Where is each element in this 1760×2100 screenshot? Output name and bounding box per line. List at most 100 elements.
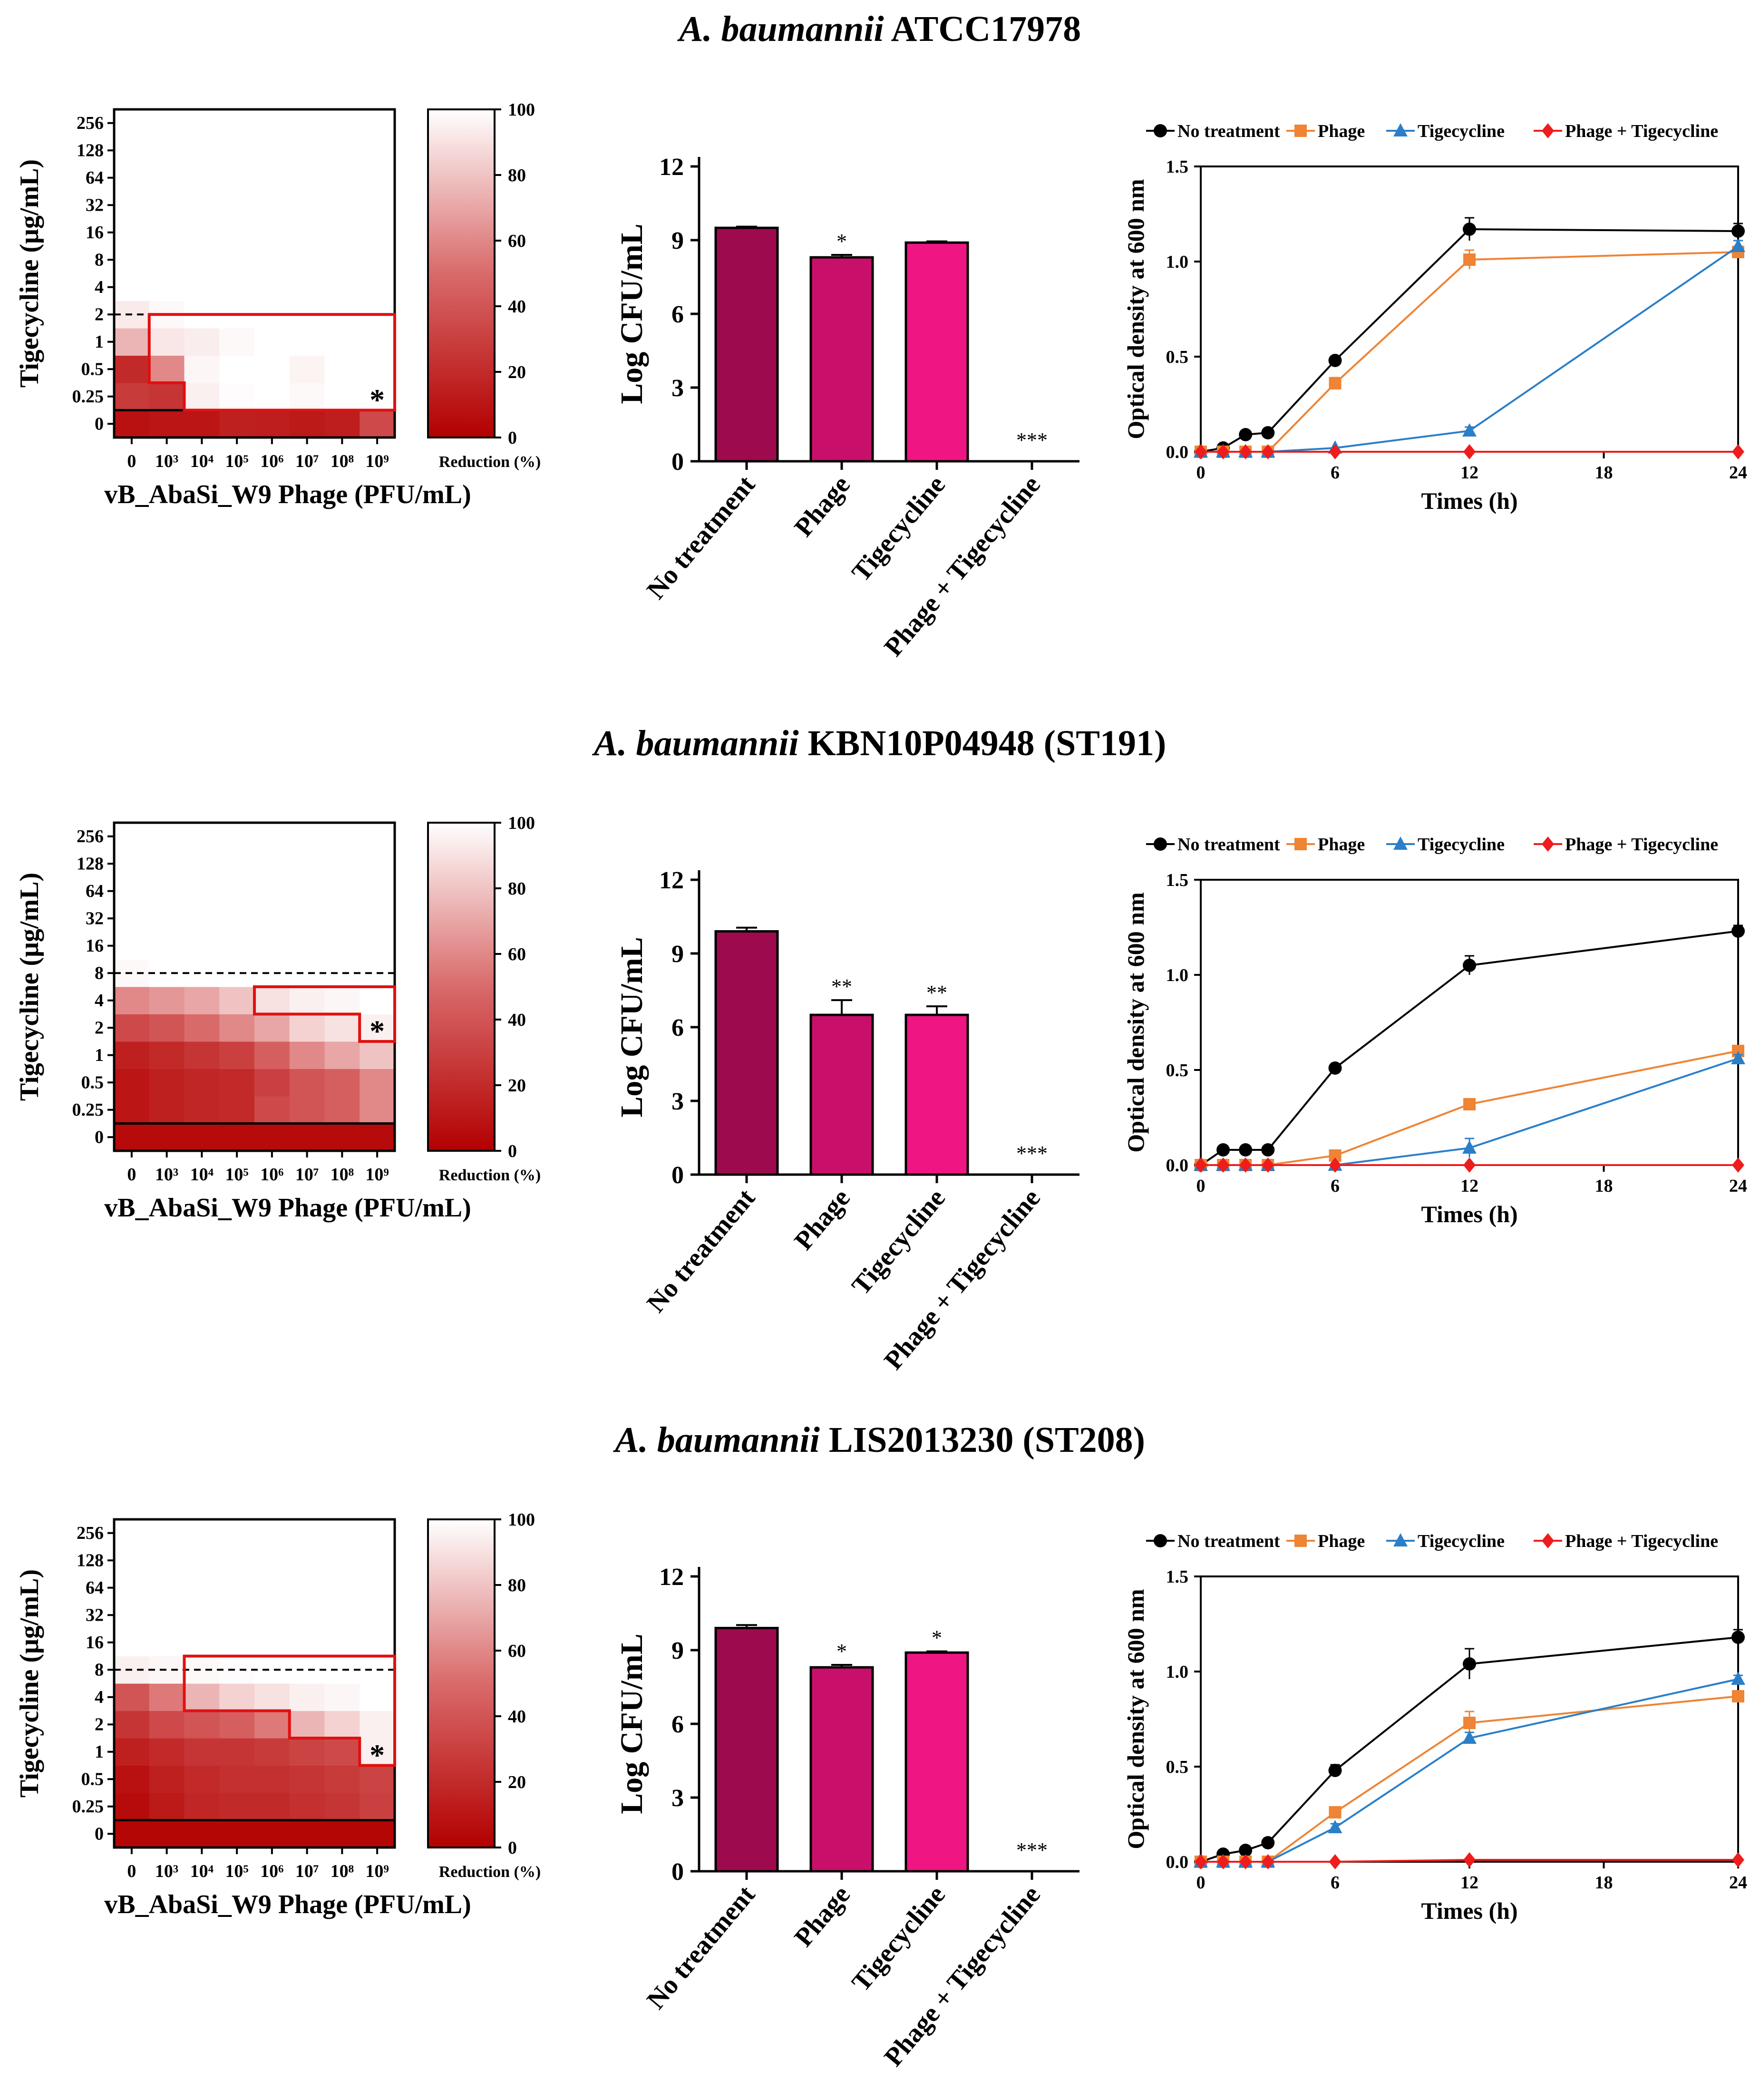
marker-phage-tigecycline [1542, 123, 1554, 138]
heatmap-cell [324, 932, 360, 960]
marker-phage-tigecycline [1262, 444, 1274, 459]
line-xtick-label: 12 [1460, 1873, 1478, 1893]
heatmap-cell [114, 1574, 150, 1602]
bar-ytick-label: 3 [671, 1785, 684, 1812]
heatmap-cell [360, 383, 395, 410]
heatmap-star: * [370, 1738, 385, 1772]
row-title-3: A. baumannii LIS2013230 (ST208) [0, 1419, 1760, 1461]
marker-phage-tigecycline [1239, 444, 1252, 459]
heatmap-cell [219, 1793, 255, 1820]
bar-significance: ** [831, 975, 852, 998]
marker-phage [1294, 1535, 1307, 1547]
heatmap-xtick-label: 10³ [155, 1165, 178, 1185]
heatmap-cell [254, 850, 290, 878]
legend-label: No treatment [1177, 835, 1280, 855]
heatmap-cell [184, 1014, 220, 1042]
heatmap-cell [219, 383, 255, 410]
bar-category-label: No treatment [641, 1183, 761, 1318]
heatmap-cell [149, 1069, 185, 1097]
bar-significance: * [932, 1626, 942, 1650]
heatmap-xtick-label: 10⁴ [190, 451, 214, 471]
bar-phage [809, 1013, 874, 1176]
heatmap-cell [114, 1123, 150, 1151]
heatmap-cell [254, 1041, 290, 1069]
marker-tigecycline [1731, 1051, 1745, 1064]
heatmap-cell [149, 1123, 185, 1151]
heatmap-xtick-label: 10⁹ [365, 451, 389, 471]
heatmap-cell [254, 1014, 290, 1042]
heatmap-cell [219, 1683, 255, 1711]
heatmap-cell [324, 355, 360, 383]
heatmap-cell [289, 1765, 325, 1793]
heatmap-cell [149, 1656, 185, 1684]
colorbar-tick-label: 60 [508, 231, 526, 251]
line-xtick-label: 18 [1595, 1873, 1613, 1893]
heatmap-cell [114, 932, 150, 960]
heatmap-cell [360, 1683, 395, 1711]
heatmap-cell [219, 1014, 255, 1042]
marker-tigecycline [1731, 239, 1745, 252]
line-xtick-label: 6 [1331, 1176, 1340, 1196]
marker-tigecycline [1462, 1731, 1477, 1744]
heatmap-cell [254, 246, 290, 274]
heatmap-star: * [370, 1014, 385, 1048]
series-line [1201, 1678, 1739, 1863]
heatmap-cell [289, 1656, 325, 1684]
heatmap-ytick-label: 4 [95, 991, 104, 1011]
heatmap-xtick-label: 10⁷ [295, 1165, 319, 1185]
heatmap-cell [114, 850, 150, 878]
heatmap-cell [254, 959, 290, 987]
bar-phage [809, 256, 874, 463]
heatmap-cell [360, 1820, 395, 1848]
heatmap-synergy-outline [253, 985, 396, 1043]
heatmap-cell [184, 959, 220, 987]
heatmap-ytick-label: 4 [95, 277, 104, 297]
heatmap-cell [149, 246, 185, 274]
heatmap-ytick-label: 16 [86, 1633, 104, 1653]
legend-label: Tigecycline [1418, 835, 1505, 855]
heatmap-cell [254, 1601, 290, 1629]
heatmap-ytick-label: 0 [95, 1824, 104, 1844]
marker-phage-tigecycline [1262, 1157, 1274, 1173]
heatmap-cell [324, 273, 360, 301]
heatmap-cell [219, 246, 255, 274]
heatmap-cell [324, 1820, 360, 1848]
heatmap-cell [289, 109, 325, 137]
legend-label: Phage + Tigecycline [1565, 835, 1718, 855]
marker-no-treatment [1216, 1143, 1230, 1157]
row-title-2-strain: KBN10P04948 (ST191) [807, 723, 1167, 763]
heatmap-cell [114, 987, 150, 1014]
heatmap-ytick-label: 256 [77, 826, 104, 846]
heatmap-cell [360, 904, 395, 933]
bar-significance: *** [1016, 428, 1048, 452]
line-legend: No treatment Phage Tigecycline Phage + Tige… [1146, 121, 1718, 141]
line-series-phage-tigecycline [1195, 1157, 1744, 1173]
heatmap-cell [360, 328, 395, 356]
marker-no-treatment [1261, 426, 1275, 439]
marker-phage-tigecycline [1217, 444, 1230, 459]
marker-phage-tigecycline [1239, 1157, 1252, 1173]
line-xtick-label: 0 [1196, 463, 1206, 483]
heatmap-cell [324, 246, 360, 274]
bar-category-label: Phage + Tigecycline [878, 1184, 1046, 1375]
heatmap-cell [184, 1546, 220, 1575]
heatmap-cell [219, 959, 255, 987]
bar-chart-1: 0 3 6 9 12 Log CFU/mL No treatment * PhageTigecy… [614, 154, 1079, 662]
marker-no-treatment [1463, 223, 1476, 236]
heatmap-cell [360, 1041, 395, 1069]
heatmap-xtick-label: 10⁴ [190, 1165, 214, 1185]
marker-no-treatment [1261, 1143, 1275, 1157]
heatmap-cell [289, 164, 325, 192]
heatmap-xtick-label: 10³ [155, 1861, 178, 1881]
marker-phage-tigecycline [1262, 1854, 1274, 1869]
heatmap-cell [114, 355, 150, 383]
heatmap-cell [360, 932, 395, 960]
heatmap-cell [114, 246, 150, 274]
bar-significance: *** [1016, 1142, 1048, 1165]
heatmap-cell [360, 1574, 395, 1602]
marker-phage-tigecycline [1217, 1854, 1230, 1869]
bar-ylabel: Log CFU/mL [614, 937, 649, 1118]
heatmap-cell [149, 136, 185, 165]
heatmap-cell [289, 1820, 325, 1848]
